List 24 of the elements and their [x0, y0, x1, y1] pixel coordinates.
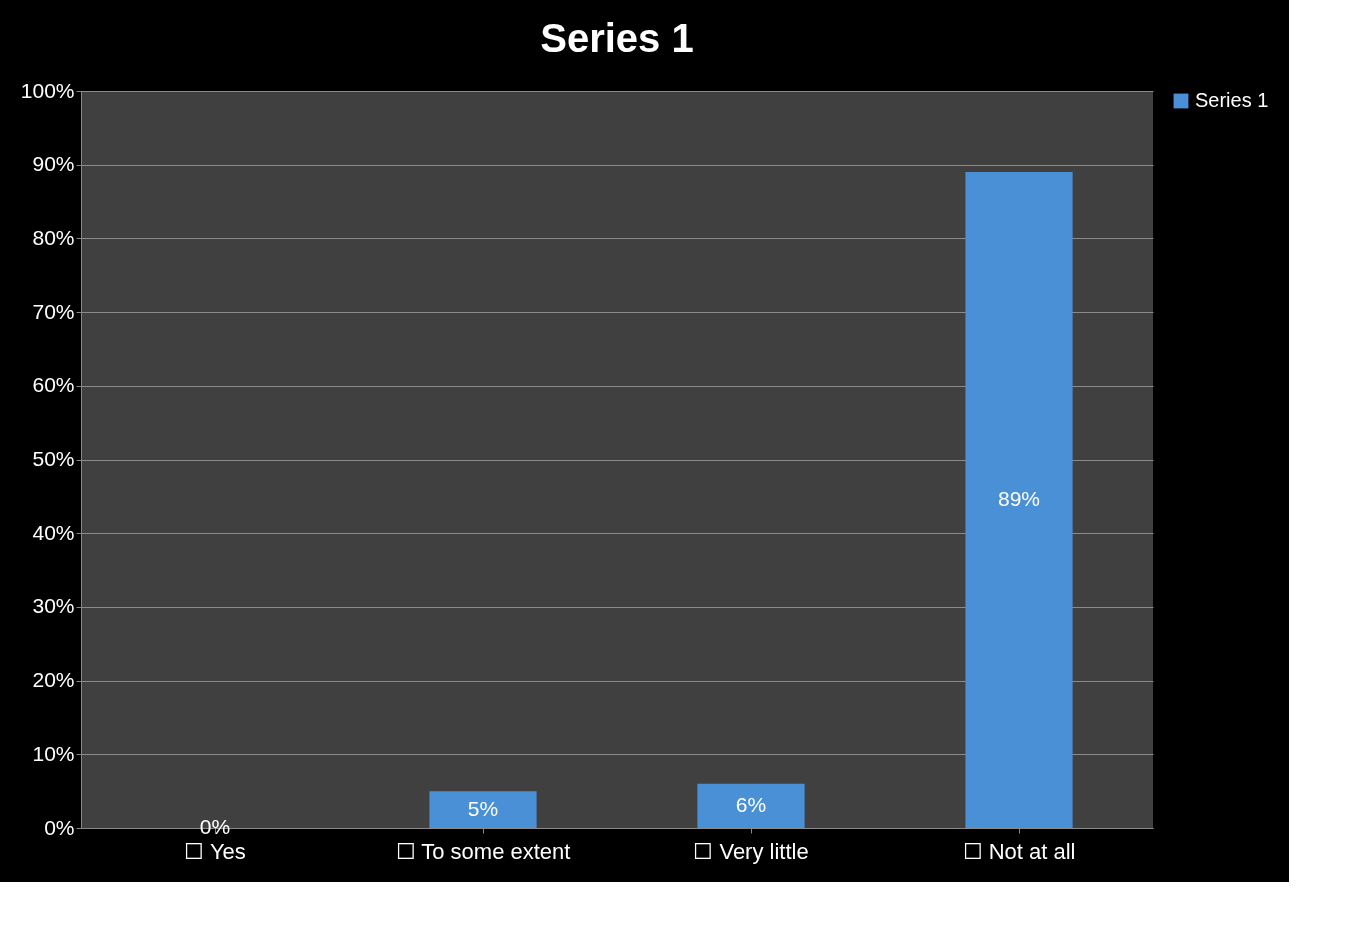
data-label: 6%: [735, 792, 767, 816]
data-label: 5%: [467, 796, 499, 820]
chart-title: Series 1: [540, 16, 694, 60]
y-tick-label: 0%: [44, 815, 75, 839]
y-tick-label: 20%: [32, 668, 75, 692]
data-label: 0%: [199, 815, 231, 838]
x-tick-label: ☐ To some extent: [395, 838, 571, 864]
bar: [965, 172, 1073, 828]
y-tick-label: 100%: [20, 78, 75, 102]
x-tick-label: ☐ Very little: [693, 838, 809, 864]
x-tick-label: ☐ Not at all: [962, 838, 1076, 864]
legend-label: Series 1: [1195, 89, 1269, 111]
y-tick-label: 70%: [32, 299, 75, 323]
y-tick-label: 50%: [32, 447, 75, 470]
y-tick-label: 60%: [32, 373, 75, 397]
y-tick-label: 30%: [32, 594, 75, 618]
y-tick-label: 80%: [32, 225, 75, 249]
y-tick-label: 10%: [32, 741, 75, 765]
y-tick-label: 40%: [32, 520, 75, 544]
y-tick-label: 90%: [32, 152, 75, 176]
bar: [429, 791, 537, 828]
bar: [697, 783, 805, 828]
data-label: 89%: [997, 487, 1041, 511]
x-tick-label: ☐ Yes: [184, 838, 246, 864]
